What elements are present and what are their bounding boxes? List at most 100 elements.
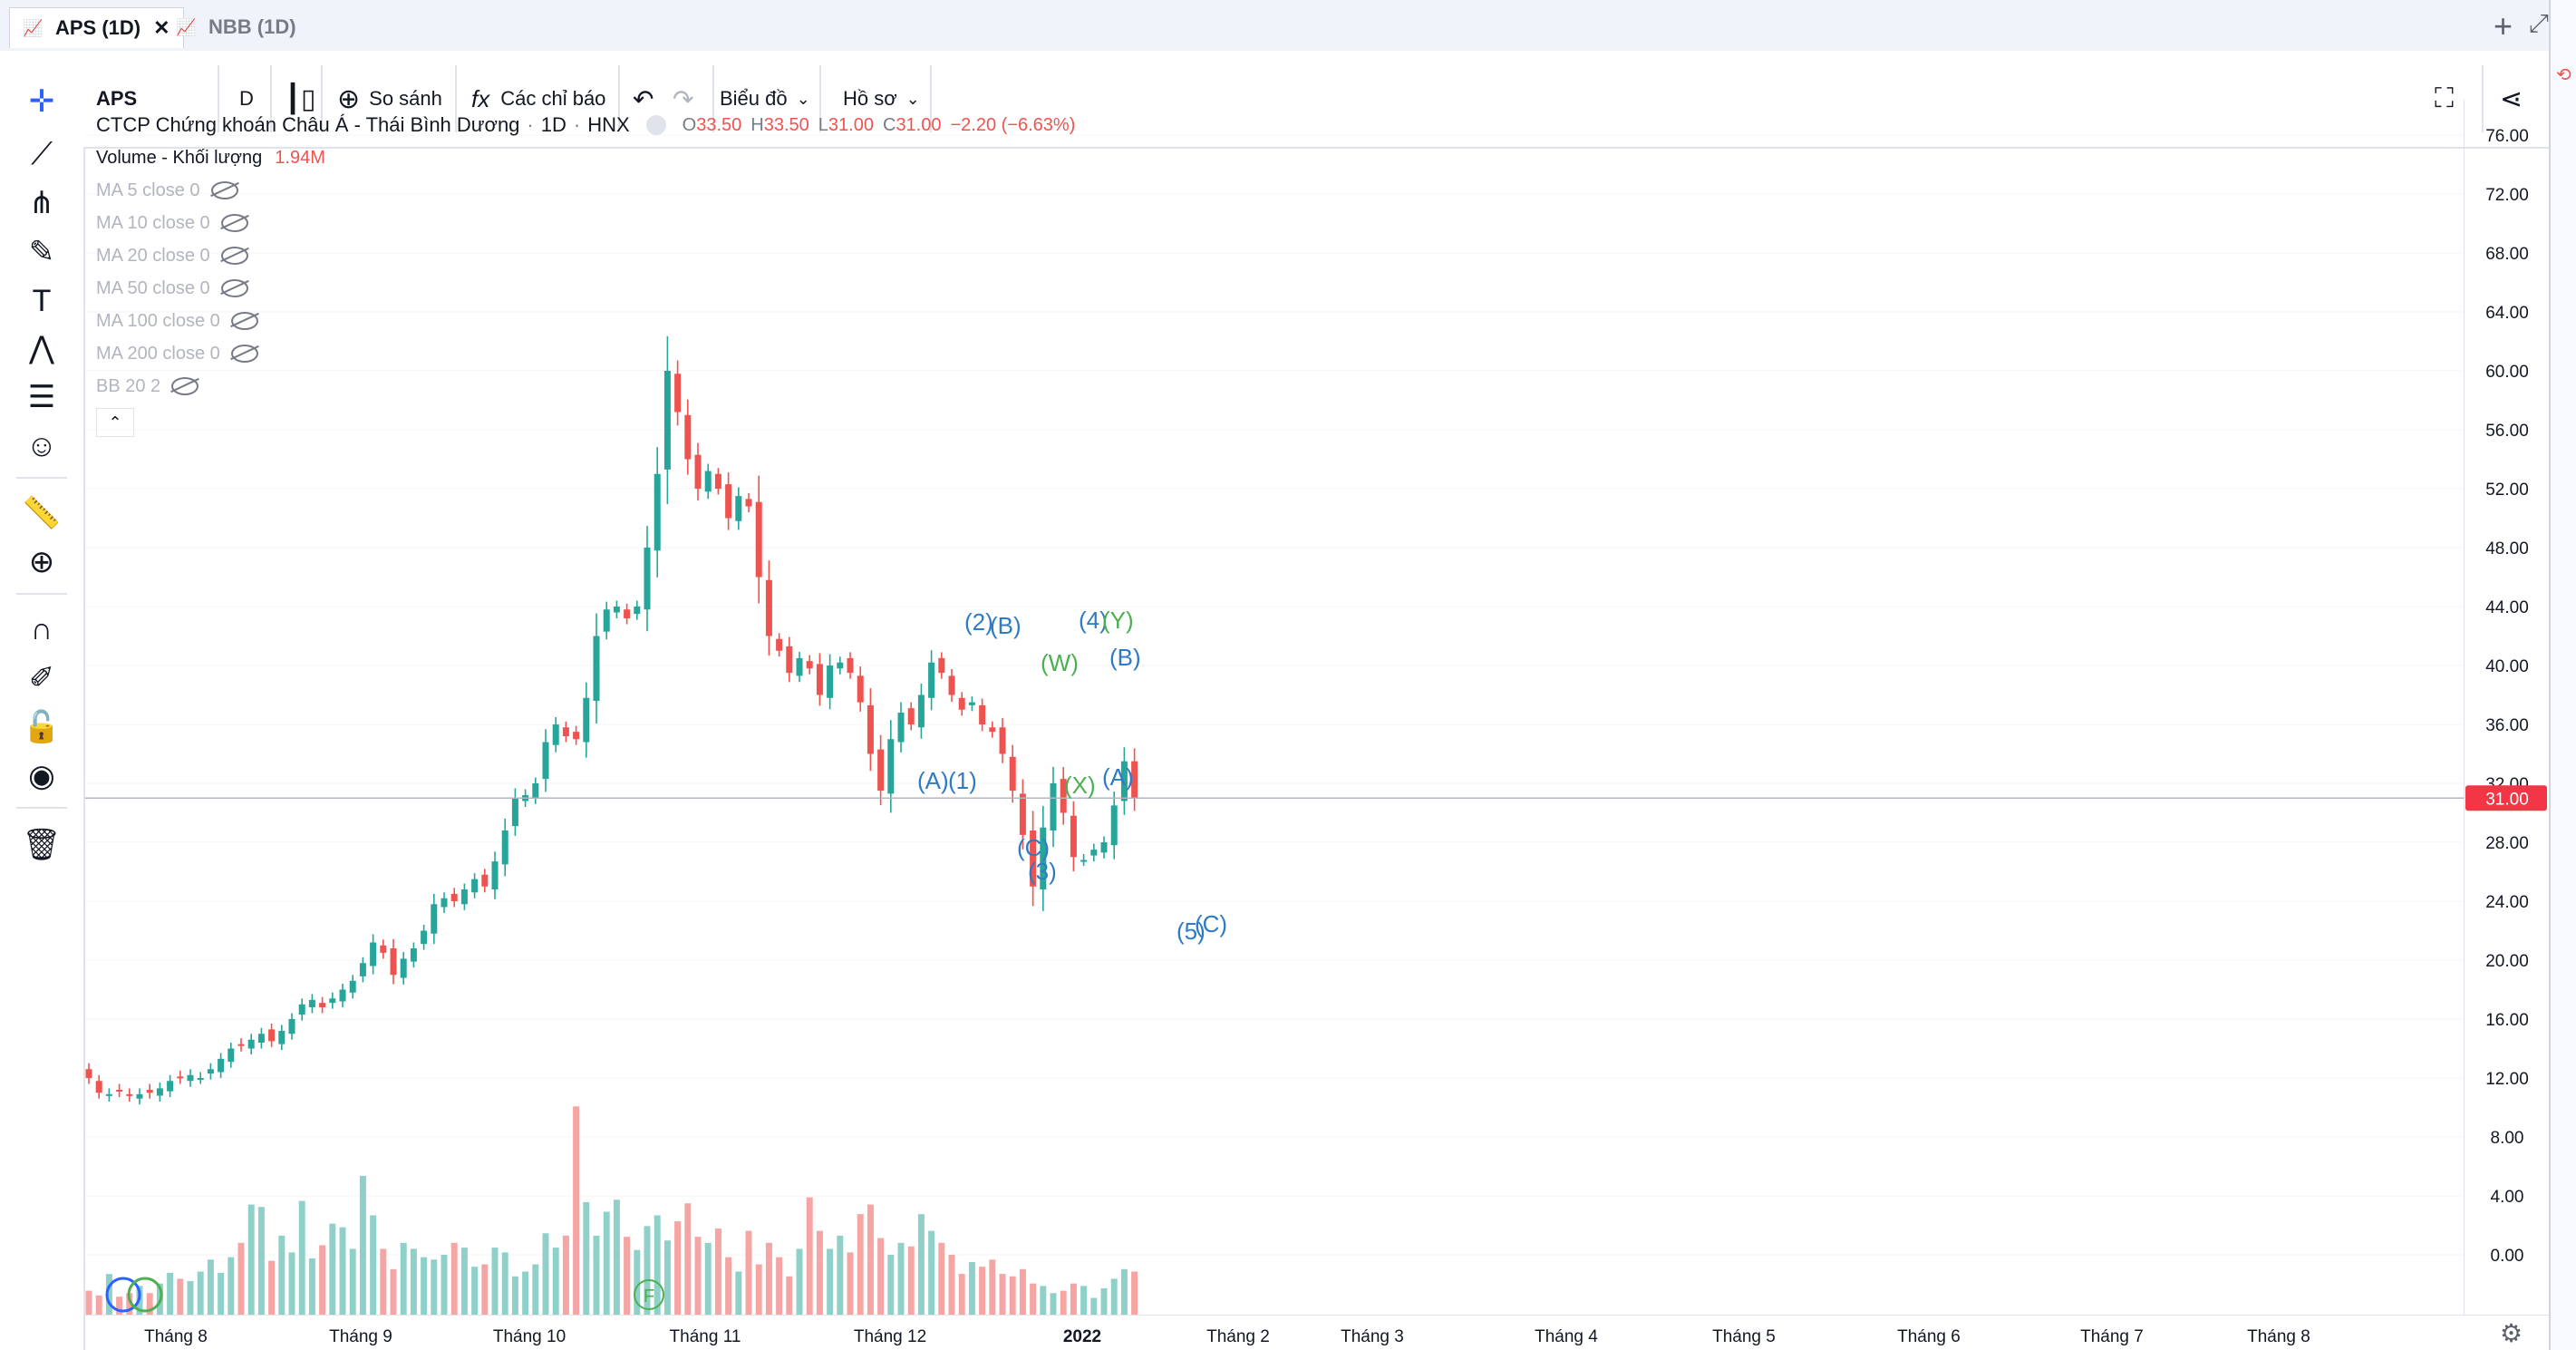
candle-body <box>298 1004 305 1015</box>
volume-bar <box>95 1295 102 1315</box>
hidden-eye-icon[interactable] <box>230 312 258 330</box>
emoji-icon[interactable]: ☺ <box>25 428 58 463</box>
volume-bar <box>380 1248 387 1315</box>
eye-icon[interactable]: ◉ <box>28 759 55 793</box>
candle-body <box>755 501 762 578</box>
symbol-search[interactable]: APS <box>96 51 137 147</box>
lock-icon[interactable]: 🔓 <box>22 710 62 744</box>
chart-menu-button[interactable]: Biểu đồ ⌄ <box>720 51 810 147</box>
hidden-eye-icon[interactable] <box>171 377 199 395</box>
volume-bar <box>552 1248 559 1315</box>
legend-ma20[interactable]: MA 20 close 0 <box>96 239 1075 272</box>
legend-collapse-button[interactable]: ⌃ <box>96 408 134 437</box>
candle-body <box>847 657 854 674</box>
hidden-eye-icon[interactable] <box>210 181 238 199</box>
lock-drawing-icon[interactable]: ✐ <box>28 661 55 695</box>
zoom-in-icon[interactable]: ⊕ <box>28 545 55 579</box>
time-axis-ticks: Tháng 8 Tháng 9 Tháng 10 Tháng 11 Tháng 12 20… <box>144 1327 2310 1346</box>
legend-ma5[interactable]: MA 5 close 0 <box>96 174 1075 207</box>
event-marker-label: F <box>644 1287 654 1306</box>
candle-body <box>1070 815 1077 858</box>
hidden-eye-icon[interactable] <box>220 279 248 297</box>
trash-icon[interactable]: 🗑 <box>22 828 62 862</box>
volume-bar <box>501 1252 508 1315</box>
undo-icon[interactable]: ↶ <box>633 84 654 113</box>
volume-bar <box>663 1240 671 1315</box>
volume-bar <box>654 1215 661 1315</box>
price-chart[interactable]: (2)(B) (4)(Y)(W) (B)(A) (1) (X) (A)(C)(3)(5)(… <box>85 100 2464 1315</box>
volume-bar <box>877 1238 885 1315</box>
tab-aps[interactable]: 📈 APS (1D) ✕ <box>9 7 184 48</box>
volume-bar <box>1131 1271 1138 1315</box>
ruler-icon[interactable]: 📏 <box>22 496 62 530</box>
side-panel-icon: ⟲ <box>2556 65 2571 85</box>
profile-menu-button[interactable]: Hồ sơ ⌄ <box>843 51 920 147</box>
legend-ma200[interactable]: MA 200 close 0 <box>96 337 1075 370</box>
prediction-icon[interactable]: ☰ <box>27 380 56 414</box>
trend-line-icon[interactable]: ⟋ <box>31 136 53 171</box>
text-icon[interactable]: T <box>32 283 52 318</box>
price-tick-label: 48.00 <box>2485 539 2529 558</box>
volume-bar <box>1060 1290 1067 1315</box>
share-icon[interactable]: ⋖ <box>2500 83 2523 114</box>
time-axis[interactable]: Tháng 8 Tháng 9 Tháng 10 Tháng 11 Tháng 12 20… <box>85 1315 2549 1350</box>
candle-body <box>1009 756 1016 792</box>
collapse-dot-icon[interactable] <box>645 115 666 135</box>
volume-bar <box>329 1223 336 1315</box>
time-tick-label: Tháng 3 <box>1341 1327 1404 1346</box>
wave-label: (1) <box>948 767 977 794</box>
divider <box>16 477 67 479</box>
time-tick-label: Tháng 11 <box>670 1327 741 1346</box>
redo-icon[interactable]: ↷ <box>673 84 694 113</box>
volume-bar <box>1110 1278 1118 1315</box>
expand-icon[interactable]: ⤢ <box>2528 9 2549 37</box>
compare-button[interactable]: ⊕ So sánh <box>337 51 442 147</box>
candle-body <box>979 704 986 724</box>
volume-bar <box>257 1207 265 1315</box>
candle-body <box>380 945 387 953</box>
legend-ma50[interactable]: MA 50 close 0 <box>96 272 1075 305</box>
tab-nbb[interactable]: 📈 NBB (1D) <box>176 7 296 47</box>
candle-body <box>654 473 661 551</box>
candle-body <box>1040 827 1047 889</box>
close-icon[interactable]: ✕ <box>153 16 170 39</box>
candle-body <box>735 496 742 521</box>
dot-sep: · <box>573 113 581 136</box>
volume-bar <box>583 1201 590 1315</box>
pattern-icon[interactable]: ⋀ <box>29 331 54 365</box>
indicators-button[interactable]: fx Các chỉ báo <box>471 51 605 147</box>
add-tab-icon[interactable]: + <box>2493 7 2513 44</box>
divider <box>930 65 932 132</box>
interval-button[interactable]: D <box>239 51 254 147</box>
hidden-eye-icon[interactable] <box>230 345 258 363</box>
hidden-eye-icon[interactable] <box>220 214 248 232</box>
volume-bar <box>431 1259 438 1315</box>
pitchfork-icon[interactable]: ⋔ <box>28 186 55 220</box>
settings-gear-icon[interactable]: ⚙ <box>2500 1319 2523 1347</box>
candles <box>85 335 1138 1105</box>
brush-icon[interactable]: ✎ <box>28 235 55 269</box>
hidden-eye-icon[interactable] <box>220 247 248 265</box>
volume-bar <box>827 1248 834 1315</box>
crosshair-icon[interactable]: ✛ <box>28 84 55 119</box>
volume-bar <box>1009 1276 1016 1315</box>
candle-body <box>156 1088 163 1096</box>
side-panel-clipped: ⟲ <box>2549 0 2576 1350</box>
candle-body <box>421 930 428 945</box>
candle-body <box>1100 842 1108 853</box>
candle-body <box>593 636 600 701</box>
price-axis[interactable]: 76.00 72.00 68.00 64.00 60.00 56.00 52.00 48.00… <box>2464 100 2549 1315</box>
volume-bar <box>573 1106 580 1315</box>
legend-bb[interactable]: BB 20 2 <box>96 370 1075 403</box>
candle-body <box>674 374 682 413</box>
fullscreen-icon[interactable]: ⛶ <box>2435 83 2454 113</box>
legend-ma100[interactable]: MA 100 close 0 <box>96 305 1075 337</box>
time-tick-label: Tháng 5 <box>1712 1327 1776 1346</box>
candle-body <box>745 499 752 507</box>
volume-bar <box>1019 1268 1026 1315</box>
legend-ma10[interactable]: MA 10 close 0 <box>96 207 1075 239</box>
magnet-icon[interactable]: ∩ <box>30 611 53 646</box>
chevron-down-icon: ⌄ <box>905 89 920 108</box>
candle-type-icon[interactable]: ┃▯ <box>285 83 316 114</box>
candle-body <box>247 1039 255 1049</box>
